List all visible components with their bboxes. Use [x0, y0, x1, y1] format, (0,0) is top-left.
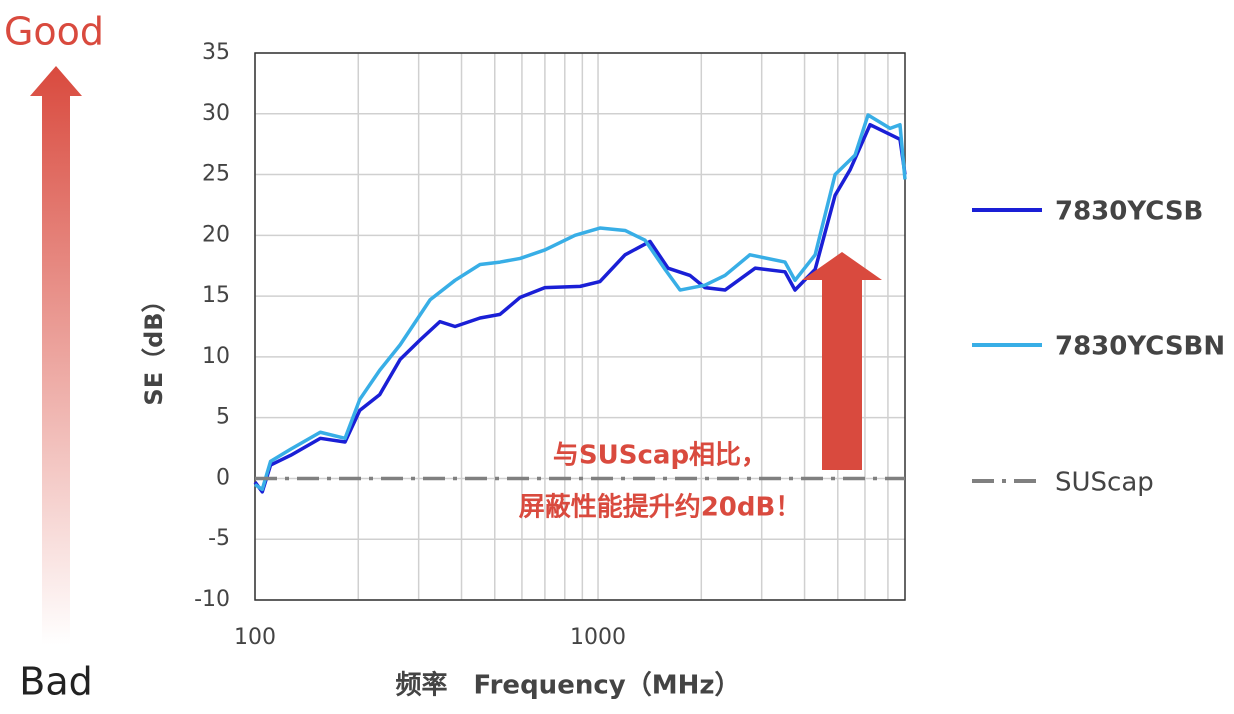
y-tick-label: 0	[216, 465, 230, 490]
x-tick-label: 1000	[570, 625, 626, 650]
series-line	[253, 122, 907, 494]
y-axis-label: SE（dB）	[140, 288, 168, 405]
annotation: 屏蔽性能提升约20dB！	[519, 492, 802, 523]
legend-label: SUScap	[1055, 468, 1154, 498]
x-axis-label: 频率 Frequency（MHz）	[396, 670, 741, 701]
legend-label: 7830YCSB	[1055, 197, 1203, 227]
bad-label: Bad	[19, 660, 92, 704]
y-tick-label: 5	[216, 405, 230, 430]
x-tick-label: 100	[234, 625, 276, 650]
y-tick-label: 10	[202, 344, 230, 369]
improvement-arrow	[802, 252, 882, 470]
y-tick-label: 15	[202, 283, 230, 308]
annotation: 与SUScap相比，	[553, 441, 767, 471]
good-arrow	[30, 66, 82, 645]
y-tick-label: -10	[194, 587, 230, 612]
y-tick-label: 20	[202, 222, 230, 247]
y-tick-label: 35	[202, 40, 230, 65]
plot-frame	[254, 52, 906, 601]
y-tick-label: 25	[202, 162, 230, 187]
y-tick-label: 30	[202, 101, 230, 126]
plot-area: -10 -5 0 5 10 15 20 25 30 35 100 1000	[194, 40, 907, 650]
y-tick-label: -5	[208, 526, 230, 551]
series-line	[254, 113, 907, 492]
legend-label: 7830YCSBN	[1055, 332, 1225, 362]
good-label: Good	[4, 10, 104, 54]
